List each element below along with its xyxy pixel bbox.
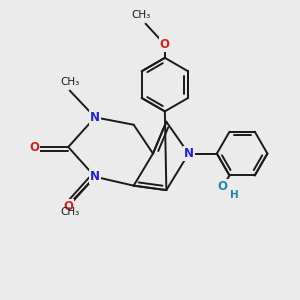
Text: N: N xyxy=(90,111,100,124)
Text: O: O xyxy=(218,180,228,193)
Text: O: O xyxy=(160,38,170,51)
Text: O: O xyxy=(29,140,39,154)
Text: CH₃: CH₃ xyxy=(60,77,80,87)
Text: N: N xyxy=(184,147,194,160)
Text: N: N xyxy=(90,170,100,183)
Text: CH₃: CH₃ xyxy=(60,207,80,217)
Text: CH₃: CH₃ xyxy=(131,10,151,20)
Text: H: H xyxy=(230,190,239,200)
Text: O: O xyxy=(63,200,73,213)
